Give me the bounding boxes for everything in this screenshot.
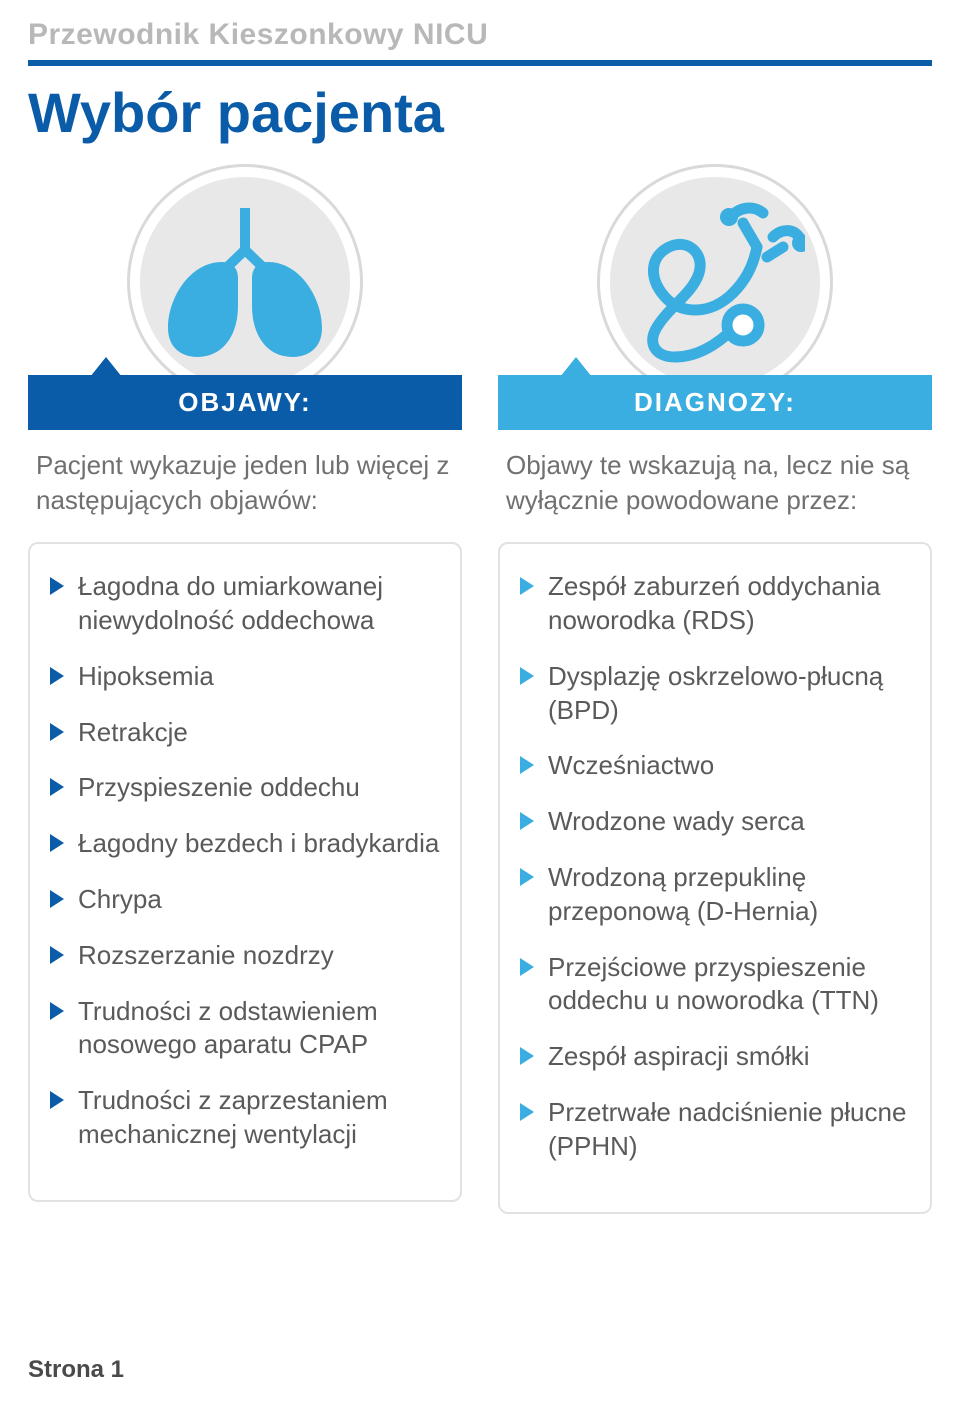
bullet-icon [520,577,534,595]
list-item-text: Trudności z odstawieniem nosowego aparat… [78,995,440,1063]
bullet-icon [50,946,64,964]
list-item: Przetrwałe nadciśnienie płucne (PPHN) [520,1096,910,1164]
list-item: Trudności z zaprzestaniem mechanicznej w… [50,1084,440,1152]
list-item-text: Wcześniactwo [548,749,714,783]
list-item: Chrypa [50,883,440,917]
list-item: Łagodna do umiarkowanej niewydolność odd… [50,570,440,638]
page-number: Strona 1 [28,1356,124,1384]
list-item: Łagodny bezdech i bradykardia [50,827,440,861]
stethoscope-icon-circle [600,167,830,397]
bullet-icon [520,756,534,774]
bullet-icon [50,890,64,908]
bullet-icon [520,812,534,830]
bullet-icon [50,1091,64,1109]
stethoscope-icon [625,197,805,367]
list-item: Zespół aspiracji smółki [520,1040,910,1074]
list-item-text: Trudności z zaprzestaniem mechanicznej w… [78,1084,440,1152]
column-diagnoses: DIAGNOZY: Objawy te wskazują na, lecz ni… [498,167,932,1214]
list-item-text: Hipoksemia [78,660,214,694]
columns-container: OBJAWY: Pacjent wykazuje jeden lub więce… [28,167,932,1214]
bullet-icon [50,778,64,796]
bullet-icon [520,868,534,886]
list-item: Wcześniactwo [520,749,910,783]
bullet-icon [50,1002,64,1020]
diagnoses-label: DIAGNOZY: [498,375,932,430]
page-title: Wybór pacjenta [28,80,932,145]
list-item-text: Dysplazję oskrzelowo-płucną (BPD) [548,660,910,728]
list-item-text: Łagodny bezdech i bradykardia [78,827,439,861]
lungs-icon-circle [130,167,360,397]
list-item-text: Przetrwałe nadciśnienie płucne (PPHN) [548,1096,910,1164]
list-item-text: Chrypa [78,883,162,917]
list-item: Dysplazję oskrzelowo-płucną (BPD) [520,660,910,728]
diagnoses-intro: Objawy te wskazują na, lecz nie są wyłąc… [498,430,932,542]
symptoms-intro: Pacjent wykazuje jeden lub więcej z nast… [28,430,462,542]
list-item-text: Wrodzoną przepuklinę przeponową (D-Herni… [548,861,910,929]
column-symptoms: OBJAWY: Pacjent wykazuje jeden lub więce… [28,167,462,1214]
list-item-text: Rozszerzanie nozdrzy [78,939,334,973]
list-item: Przyspieszenie oddechu [50,771,440,805]
list-item: Wrodzoną przepuklinę przeponową (D-Herni… [520,861,910,929]
doc-title: Przewodnik Kieszonkowy NICU [28,18,932,52]
bullet-icon [520,958,534,976]
symptoms-list: Łagodna do umiarkowanej niewydolność odd… [28,542,462,1202]
bullet-icon [520,1103,534,1121]
bullet-icon [50,577,64,595]
list-item-text: Przejściowe przyspieszenie oddechu u now… [548,951,910,1019]
header-rule [28,60,932,66]
symptoms-label: OBJAWY: [28,375,462,430]
list-item-text: Zespół zaburzeń oddychania noworodka (RD… [548,570,910,638]
list-item-text: Przyspieszenie oddechu [78,771,360,805]
list-item-text: Wrodzone wady serca [548,805,805,839]
bullet-icon [50,723,64,741]
diagnoses-list: Zespół zaburzeń oddychania noworodka (RD… [498,542,932,1213]
bullet-icon [520,667,534,685]
list-item-text: Łagodna do umiarkowanej niewydolność odd… [78,570,440,638]
bullet-icon [50,667,64,685]
list-item: Wrodzone wady serca [520,805,910,839]
list-item: Retrakcje [50,716,440,750]
list-item: Trudności z odstawieniem nosowego aparat… [50,995,440,1063]
list-item: Hipoksemia [50,660,440,694]
list-item: Rozszerzanie nozdrzy [50,939,440,973]
list-item: Przejściowe przyspieszenie oddechu u now… [520,951,910,1019]
bullet-icon [520,1047,534,1065]
list-item-text: Retrakcje [78,716,188,750]
lungs-icon [160,202,330,362]
list-item-text: Zespół aspiracji smółki [548,1040,810,1074]
bullet-icon [50,834,64,852]
list-item: Zespół zaburzeń oddychania noworodka (RD… [520,570,910,638]
